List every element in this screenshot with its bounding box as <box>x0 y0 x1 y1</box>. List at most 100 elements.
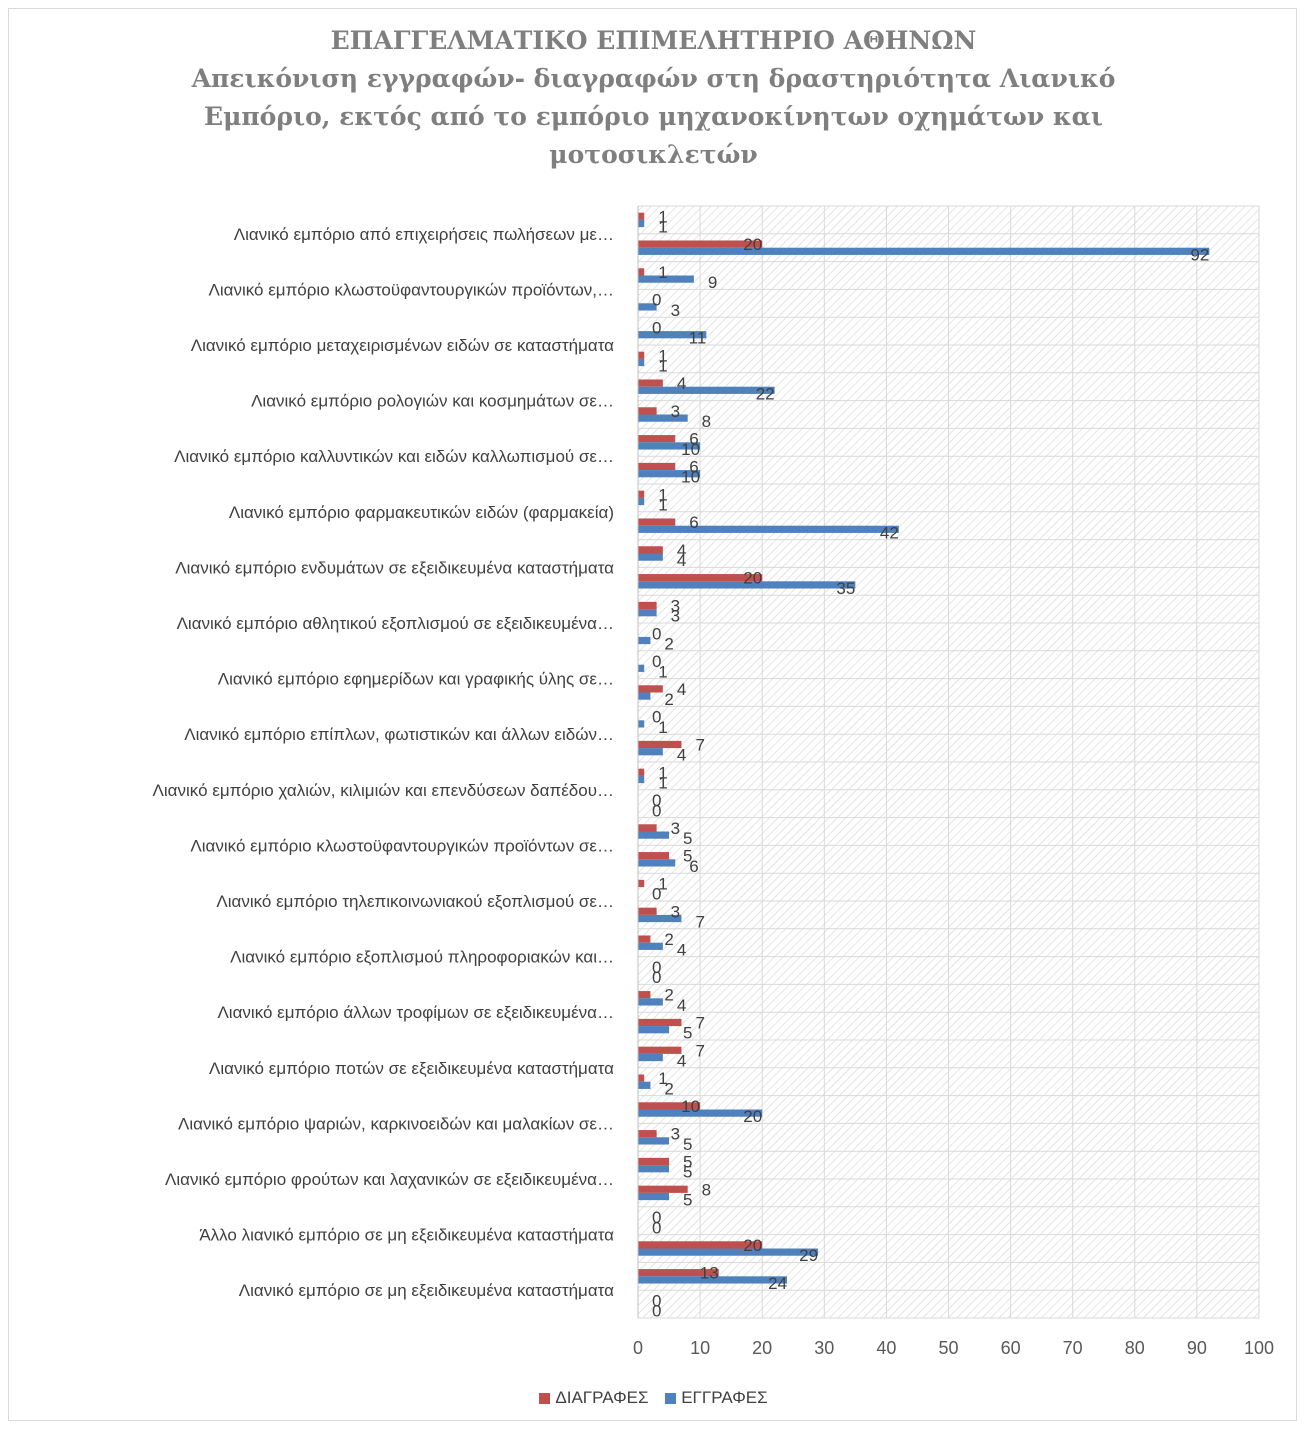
data-label-registrations: 20 <box>743 1107 762 1126</box>
bar-registrations <box>638 247 1210 255</box>
bar-registrations <box>638 720 645 728</box>
x-tick-label: 20 <box>752 1338 772 1358</box>
bar-registrations <box>638 581 856 589</box>
y-category-label: Λιανικό εμπόριο χαλιών, κιλιμιών και επε… <box>153 781 614 800</box>
bar-deletions <box>638 1269 719 1277</box>
bar-deletions <box>638 1018 682 1027</box>
data-label-deletions: 7 <box>695 1013 704 1032</box>
bar-registrations <box>638 1192 670 1201</box>
bar-deletions <box>638 268 645 276</box>
x-tick-label: 60 <box>1001 1338 1021 1358</box>
bar-registrations <box>638 275 694 283</box>
data-label-deletions: 0 <box>652 652 661 671</box>
bar-deletions <box>638 407 657 415</box>
data-label-deletions: 1 <box>658 207 667 226</box>
bar-deletions <box>638 462 676 471</box>
data-label-registrations: 1 <box>658 357 667 376</box>
bar-registrations <box>638 553 663 561</box>
data-label-deletions: 4 <box>677 541 686 560</box>
data-label-registrations: 29 <box>799 1246 818 1265</box>
data-label-registrations: 6 <box>689 857 698 876</box>
y-category-label: Λιανικό εμπόριο σε μη εξειδικευμένα κατα… <box>239 1281 614 1300</box>
bar-deletions <box>638 824 657 832</box>
data-label-registrations: 5 <box>683 829 692 848</box>
bar-registrations <box>638 358 645 367</box>
data-label-registrations: 5 <box>683 1135 692 1154</box>
y-category-label: Λιανικό εμπόριο αθλητικού εξοπλισμού σε … <box>177 614 614 633</box>
data-label-registrations: 10 <box>681 440 700 459</box>
bar-registrations <box>638 859 676 867</box>
bar-deletions <box>638 768 645 776</box>
x-tick-label: 0 <box>633 1338 643 1358</box>
bar-deletions <box>638 546 663 554</box>
bar-deletions <box>638 240 763 248</box>
data-label-deletions: 10 <box>681 1097 700 1116</box>
data-label-registrations: 0 <box>652 1218 661 1237</box>
data-label-registrations: 0 <box>652 1302 661 1321</box>
data-label-registrations: 22 <box>756 384 775 403</box>
data-label-deletions: 7 <box>695 735 704 754</box>
data-label-registrations: 0 <box>652 968 661 987</box>
data-label-deletions: 1 <box>658 763 667 782</box>
bar-registrations <box>638 1248 819 1256</box>
data-label-deletions: 20 <box>743 1236 762 1255</box>
bar-registrations <box>638 831 670 839</box>
data-label-deletions: 3 <box>671 902 680 921</box>
data-label-deletions: 0 <box>652 291 661 310</box>
bar-deletions <box>638 685 663 693</box>
legend-label-registrations: ΕΓΓΡΑΦΕΣ <box>681 1388 768 1407</box>
bar-deletions <box>638 879 645 888</box>
bar-registrations <box>638 497 645 506</box>
y-category-label: Λιανικό εμπόριο κλωστοϋφαντουργικών προϊ… <box>190 836 614 855</box>
bar-deletions <box>638 574 763 582</box>
bar-deletions <box>638 1185 688 1193</box>
bar-deletions <box>638 907 657 915</box>
data-label-deletions: 0 <box>652 708 661 727</box>
data-label-registrations: 24 <box>768 1274 787 1293</box>
bar-registrations <box>638 1053 663 1062</box>
data-label-deletions: 8 <box>702 1180 711 1199</box>
chart-title: ΕΠΑΓΓΕΛΜΑΤΙΚΟ ΕΠΙΜΕΛΗΤΗΡΙΟ ΑΘΗΝΩΝ Απεικό… <box>0 22 1307 174</box>
data-label-deletions: 2 <box>664 930 673 949</box>
data-label-registrations: 4 <box>677 996 686 1015</box>
x-tick-label: 100 <box>1244 1338 1274 1358</box>
data-label-registrations: 8 <box>702 412 711 431</box>
data-label-registrations: 5 <box>683 1163 692 1182</box>
bar-registrations <box>638 1165 670 1173</box>
bar-registrations <box>638 386 775 394</box>
data-label-registrations: 4 <box>677 551 686 570</box>
bar-registrations <box>638 609 657 617</box>
y-category-label: Λιανικό εμπόριο φαρμακευτικών ειδών (φαρ… <box>229 503 614 522</box>
data-label-deletions: 1 <box>658 874 667 893</box>
data-label-deletions: 6 <box>689 430 698 449</box>
data-label-registrations: 1 <box>658 774 667 793</box>
data-label-deletions: 3 <box>671 402 680 421</box>
bar-registrations <box>638 525 899 533</box>
data-label-registrations: 0 <box>652 801 661 820</box>
data-label-deletions: 20 <box>743 569 762 588</box>
data-label-registrations: 2 <box>664 1079 673 1098</box>
bar-registrations <box>638 331 707 339</box>
bar-deletions <box>638 852 670 860</box>
data-label-registrations: 0 <box>652 885 661 904</box>
x-tick-label: 70 <box>1063 1338 1083 1358</box>
data-label-deletions: 3 <box>671 596 680 615</box>
chart-frame <box>8 8 1297 1421</box>
y-category-label: Λιανικό εμπόριο από επιχειρήσεις πωλήσεω… <box>234 225 614 244</box>
bar-registrations <box>638 692 651 700</box>
chart-title-line-3: Εμπόριο, εκτός από το εμπόριο μηχανοκίνη… <box>204 102 1103 131</box>
bar-deletions <box>638 1130 657 1138</box>
data-label-registrations: 3 <box>671 301 680 320</box>
data-label-deletions: 7 <box>695 1041 704 1060</box>
y-category-label: Άλλο λιανικό εμπόριο σε μη εξειδικευμένα… <box>199 1226 614 1245</box>
data-label-registrations: 11 <box>689 329 707 348</box>
y-category-label: Λιανικό εμπόριο άλλων τροφίμων σε εξειδι… <box>217 1003 614 1022</box>
bar-deletions <box>638 1046 682 1054</box>
data-label-deletions: 0 <box>652 1208 661 1227</box>
bar-deletions <box>638 935 651 943</box>
chart-title-line-1: ΕΠΑΓΓΕΛΜΑΤΙΚΟ ΕΠΙΜΕΛΗΤΗΡΙΟ ΑΘΗΝΩΝ <box>330 26 977 55</box>
data-label-registrations: 1 <box>658 718 667 737</box>
data-label-deletions: 0 <box>652 318 661 337</box>
bar-registrations <box>638 303 657 311</box>
legend-item-deletions: ΔΙΑΓΡΑΦΕΣ <box>539 1388 648 1408</box>
